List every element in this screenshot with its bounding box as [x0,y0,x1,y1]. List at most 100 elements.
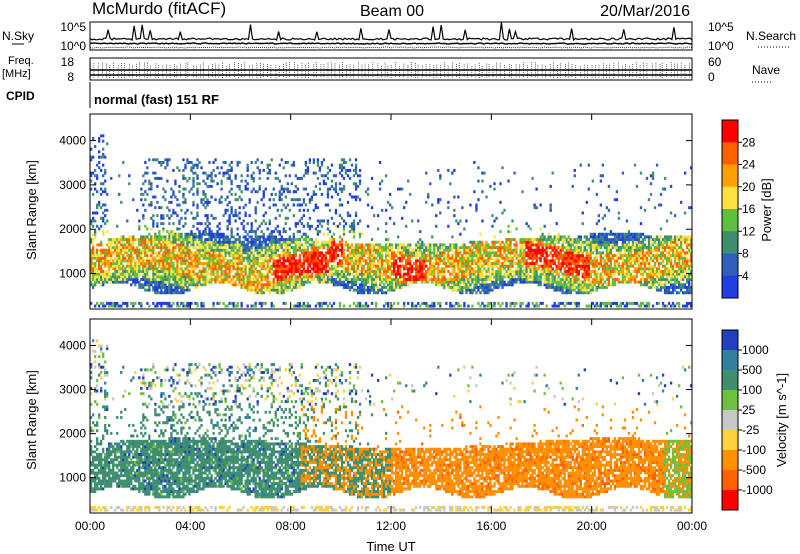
echo-cell [549,277,552,281]
echo-cell [380,256,384,260]
echo-cell [435,254,438,258]
echo-cell [519,240,522,244]
echo-cell [116,272,119,276]
echo-cell [226,240,229,244]
echo-cell [334,224,338,228]
echo-cell [481,240,484,244]
echo-cell [212,254,215,258]
echo-cell [148,187,151,191]
echo-cell [403,251,406,255]
echo-cell [481,248,484,252]
echo-cell [150,238,153,242]
echo-cell [238,187,241,191]
echo-cell [362,251,366,255]
echo-cell [172,232,175,236]
echo-cell [186,179,189,183]
echo-cell [545,248,548,252]
echo-cell [140,264,143,268]
echo-cell [286,187,289,191]
echo-cell [266,275,269,279]
echo-cell [234,240,237,244]
echo-cell [110,246,113,250]
echo-cell [242,243,245,247]
echo-cell [146,283,149,287]
echo-cell [463,227,466,231]
echo-cell [334,248,338,252]
echo-cell [545,275,548,279]
echo-cell [146,259,149,263]
echo-cell [473,280,476,284]
echo-cell [216,230,219,234]
echo-cell [100,251,103,255]
echo-cell [248,285,251,289]
echo-cell [190,259,193,263]
echo-cell [332,243,336,247]
echo-cell [300,304,304,308]
echo-cell [290,240,293,244]
echo-cell [429,272,432,276]
nsky-trace [89,22,693,49]
echo-cell [499,240,502,244]
echo-cell [264,246,267,250]
echo-cell [320,243,324,247]
echo-cell [256,256,259,260]
echo-cell [242,240,245,244]
echo-cell [200,275,203,279]
echo-cell [421,259,424,263]
echo-cell [282,272,285,276]
echo-cell [441,275,444,279]
echo-cell [214,238,217,242]
echo-cell [268,280,271,284]
echo-cell [166,275,169,279]
echo-cell [162,254,165,258]
echo-cell [338,198,342,202]
echo-cell [473,160,476,164]
echo-cell [457,264,460,268]
echo-cell [376,272,380,276]
echo-cell [204,227,207,231]
echo-cell [304,240,308,244]
echo-cell [152,277,155,281]
echo-cell [344,243,348,247]
echo-cell [352,246,356,250]
echo-cell [475,259,478,263]
echo-cell [128,240,131,244]
echo-cell [419,256,422,260]
echo-cell [264,187,267,191]
echo-cell [541,267,544,271]
echo-cell [248,275,251,279]
echo-cell [286,160,289,164]
echo-cell [246,163,249,167]
echo-cell [280,291,283,295]
echo-cell [304,232,308,236]
echo-cell [188,272,191,276]
echo-cell [192,267,195,271]
echo-cell [467,254,470,258]
echo-cell [280,283,283,287]
echo-cell [282,190,285,194]
echo-cell [160,264,163,268]
echo-cell [417,270,420,273]
echo-cell [481,283,484,287]
echo-cell [198,267,201,271]
echo-cell [240,248,243,252]
echo-cell [178,280,181,284]
echo-cell [284,230,287,234]
echo-cell [244,251,247,255]
echo-cell [184,270,187,273]
echo-cell [374,280,378,284]
nsky-line [89,22,693,42]
echo-cell [336,248,340,252]
echo-cell [250,224,253,228]
echo-cell [278,246,281,250]
echo-cell [449,275,452,279]
echo-cell [102,147,105,151]
echo-cell [212,270,215,273]
echo-cell [320,256,324,260]
echo-cell [304,160,308,164]
echo-cell [174,280,177,284]
echo-cell [332,264,336,268]
echo-cell [465,272,468,276]
echo-cell [262,291,265,295]
echo-cell [523,270,526,273]
